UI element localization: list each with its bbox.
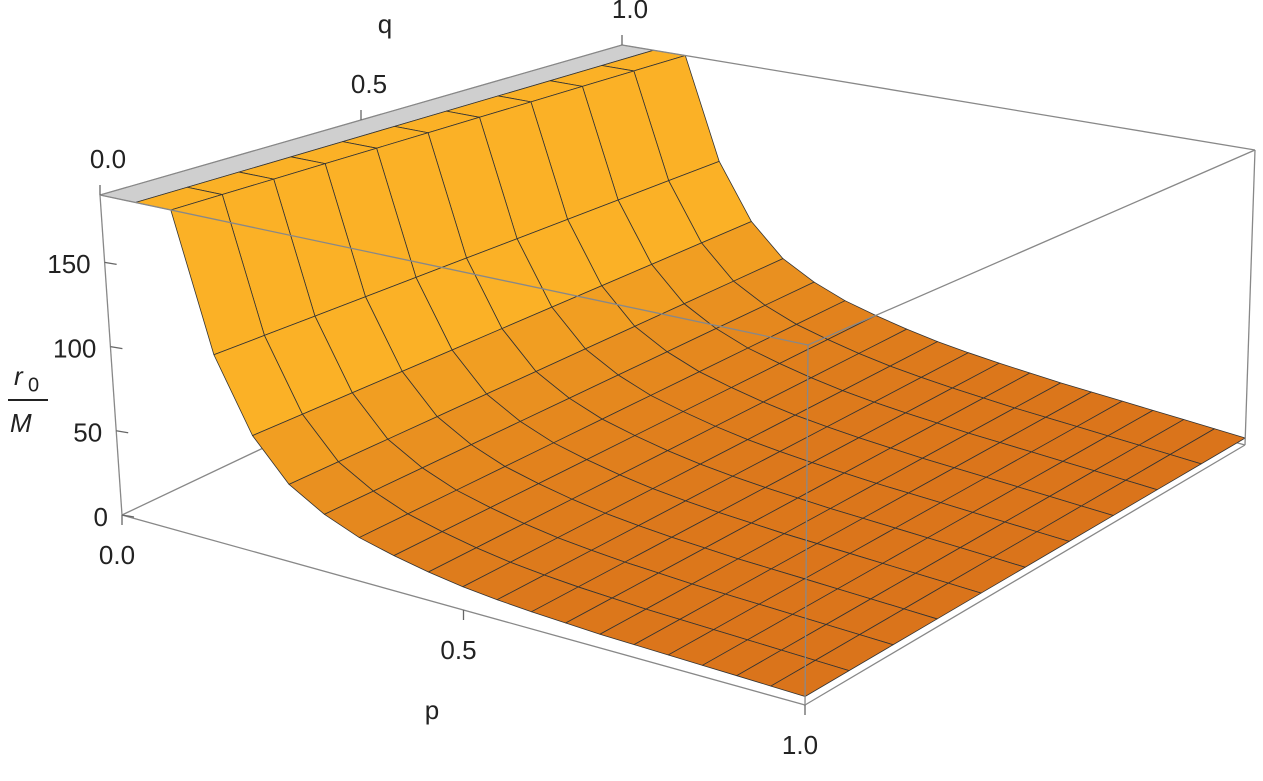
box-edge — [99, 194, 809, 346]
z-tick — [116, 430, 129, 434]
box-edge — [807, 149, 1256, 346]
box-edge — [99, 194, 123, 516]
box-edge — [1244, 149, 1256, 446]
z-axis-label-den: M — [10, 408, 32, 438]
z-axis-label-num: r — [14, 361, 24, 391]
z-tick-label: 100 — [53, 333, 96, 363]
box-edge — [804, 344, 809, 706]
x-axis-label: p — [425, 695, 439, 725]
x-tick-label: 0.0 — [99, 540, 135, 570]
z-tick-label: 50 — [73, 418, 102, 448]
y-tick-label: 1.0 — [612, 0, 648, 24]
x-tick-label: 0.5 — [440, 635, 476, 665]
box-edge — [804, 444, 1246, 706]
z-tick-label: 150 — [47, 249, 90, 279]
z-tick — [104, 261, 117, 266]
y-axis-label: q — [378, 9, 392, 39]
z-tick — [110, 345, 123, 350]
box-edge — [621, 44, 1256, 151]
z-axis-label-sub: 0 — [28, 374, 39, 396]
z-tick — [121, 514, 135, 518]
y-tick-label: 0.5 — [351, 69, 387, 99]
z-tick-label: 0 — [94, 502, 108, 532]
y-tick-label: 0.0 — [90, 144, 126, 174]
x-tick-label: 1.0 — [782, 730, 818, 760]
surface-patch — [770, 659, 850, 697]
